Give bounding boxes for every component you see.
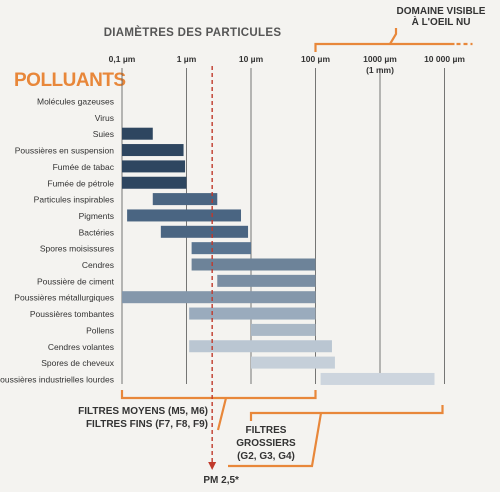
filters-coarse-label-1: FILTRES (246, 425, 287, 436)
filters-medium-fine-connector (216, 397, 228, 431)
x-tick-label-3: 100 µm (301, 54, 330, 64)
domain-visible-line-2: À L'OEIL NU (412, 15, 471, 28)
filters-coarse-label-3: (G2, G3, G4) (237, 451, 295, 462)
category-label-1: Virus (95, 113, 114, 123)
x-tick-label-1: 1 µm (177, 54, 197, 64)
pollutants-heading: POLLUANTS (14, 70, 126, 91)
bar-16 (251, 356, 335, 369)
bar-7 (127, 209, 242, 222)
category-label-7: Pigments (79, 211, 114, 221)
category-label-15: Cendres volantes (48, 342, 114, 352)
category-label-4: Fumée de tabac (53, 162, 115, 172)
domain-visible-connector (389, 28, 398, 45)
category-label-13: Poussières tombantes (30, 309, 114, 319)
bar-13 (189, 307, 316, 320)
x-tick-label-4: 1000 µm (363, 54, 397, 64)
filters-medium-label: FILTRES MOYENS (M5, M6) (78, 406, 208, 417)
x-tick-label-5: 10 000 µm (424, 54, 465, 64)
filters-coarse-label-2: GROSSIERS (236, 438, 296, 449)
bar-11 (217, 274, 316, 287)
category-label-8: Bactéries (79, 227, 114, 237)
bar-3 (122, 144, 184, 157)
filters-coarse-connector (228, 412, 323, 468)
x-tick-label-0: 0,1 µm (109, 54, 136, 64)
bar-2 (122, 127, 153, 140)
category-label-5: Fumée de pétrole (47, 178, 114, 188)
bar-10 (191, 258, 316, 271)
category-label-0: Molécules gazeuses (37, 97, 114, 107)
category-label-9: Spores moisissures (40, 244, 114, 254)
category-label-12: Poussières métallurgiques (14, 293, 114, 303)
domain-visible-bracket (314, 42, 455, 52)
bar-5 (122, 176, 187, 189)
category-label-16: Spores de cheveux (41, 358, 115, 368)
bar-15 (189, 340, 332, 353)
category-label-17: Poussières industrielles lourdes (0, 374, 114, 384)
category-label-14: Pollens (86, 325, 114, 335)
category-label-11: Poussière de ciment (37, 276, 115, 286)
bar-6 (152, 193, 218, 206)
x-tick-sublabel-4: (1 mm) (366, 65, 394, 75)
chart-title: DIAMÈTRES DES PARTICULES (104, 26, 282, 39)
bar-17 (320, 372, 435, 385)
filters-medium-fine-bracket (120, 390, 317, 400)
pm25-marker-arrow (208, 462, 217, 470)
category-label-6: Particules inspirables (34, 195, 114, 205)
x-tick-label-2: 10 µm (239, 54, 264, 64)
domain-visible-line-1: DOMAINE VISIBLE (397, 6, 486, 17)
category-label-3: Poussières en suspension (15, 146, 115, 156)
pm25-marker-label: PM 2,5* (203, 475, 239, 486)
category-label-2: Suies (93, 129, 114, 139)
bar-8 (160, 225, 249, 238)
bar-12 (122, 291, 316, 304)
bar-9 (191, 242, 251, 255)
bar-4 (122, 160, 186, 173)
bar-14 (251, 323, 316, 336)
category-label-10: Cendres (82, 260, 114, 270)
filters-fine-label: FILTRES FINS (F7, F8, F9) (86, 419, 208, 430)
filters-coarse-bracket (249, 405, 444, 421)
